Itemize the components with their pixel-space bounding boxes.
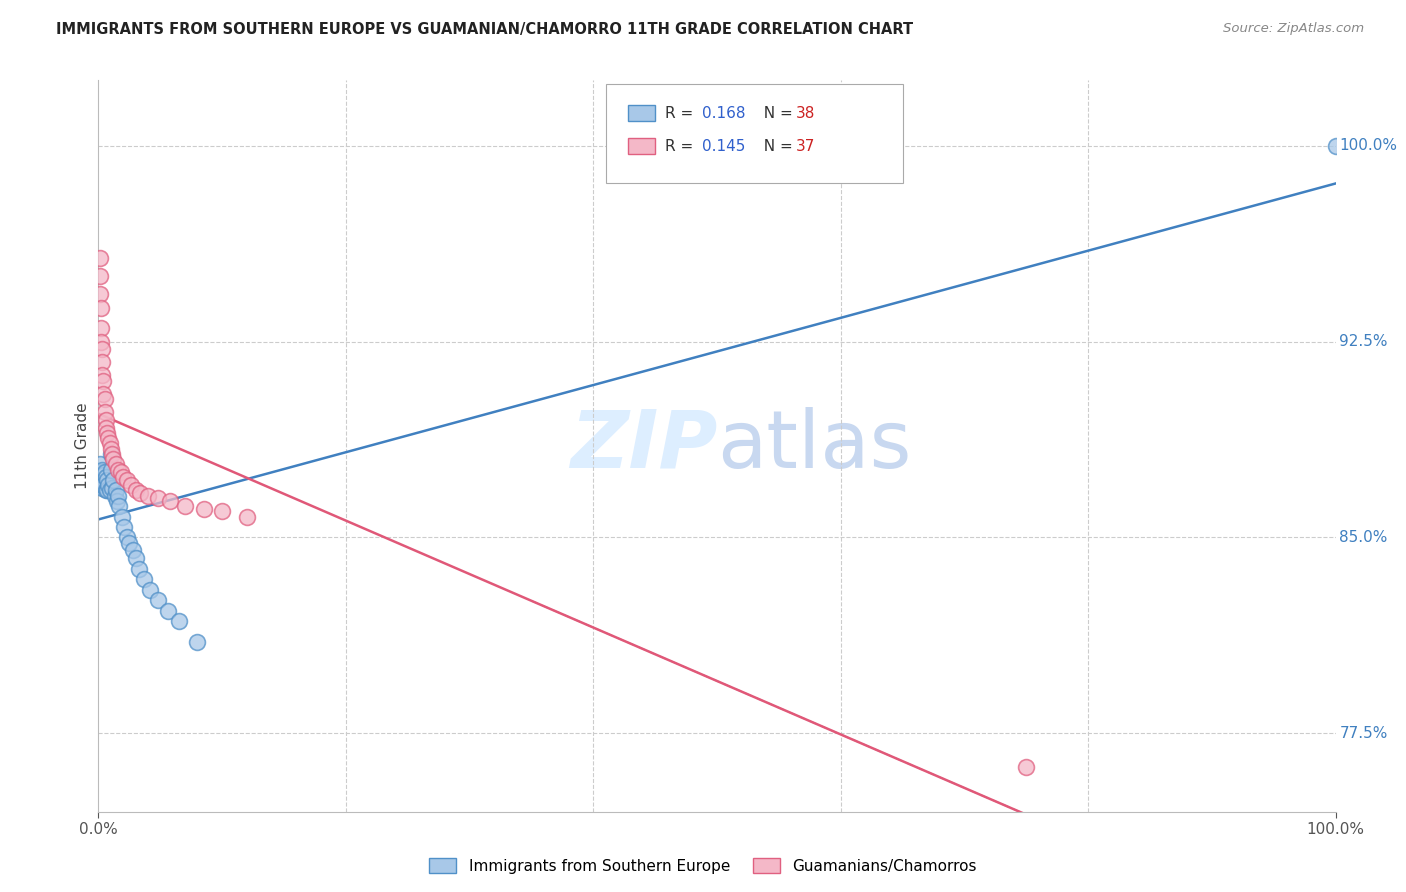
Point	[122, 543, 145, 558]
Text: 92.5%: 92.5%	[1340, 334, 1388, 349]
Point	[94, 421, 117, 435]
Point	[103, 473, 125, 487]
Point	[110, 465, 132, 479]
Point	[89, 287, 111, 301]
Point	[90, 473, 112, 487]
Point	[89, 458, 111, 472]
Text: 0.168: 0.168	[702, 105, 745, 120]
Point	[112, 470, 135, 484]
Text: 100.0%: 100.0%	[1340, 138, 1398, 153]
Point	[103, 452, 125, 467]
Text: 85.0%: 85.0%	[1340, 530, 1388, 545]
Point	[111, 509, 134, 524]
Point	[134, 572, 156, 586]
Point	[96, 473, 118, 487]
Point	[186, 635, 208, 649]
Point	[104, 483, 127, 498]
Point	[93, 386, 115, 401]
Point	[97, 431, 120, 445]
Point	[93, 374, 115, 388]
Point	[93, 465, 115, 479]
Point	[91, 343, 114, 357]
Point	[136, 489, 159, 503]
Point	[139, 582, 162, 597]
Point	[156, 604, 179, 618]
Point	[96, 425, 118, 440]
Point	[120, 478, 142, 492]
FancyBboxPatch shape	[628, 138, 655, 154]
Point	[90, 301, 112, 315]
Point	[91, 355, 114, 369]
Point	[89, 269, 111, 284]
Text: 77.5%: 77.5%	[1340, 726, 1388, 741]
Point	[91, 462, 114, 476]
Point	[211, 504, 233, 518]
Point	[115, 530, 138, 544]
Text: Source: ZipAtlas.com: Source: ZipAtlas.com	[1223, 22, 1364, 36]
Point	[103, 489, 125, 503]
FancyBboxPatch shape	[606, 84, 903, 183]
Point	[93, 405, 115, 419]
Point	[124, 483, 146, 498]
Point	[91, 368, 114, 383]
Point	[98, 483, 121, 498]
Point	[159, 493, 181, 508]
Point	[112, 520, 135, 534]
Text: N =: N =	[754, 105, 797, 120]
Point	[107, 462, 129, 476]
Point	[236, 509, 259, 524]
FancyBboxPatch shape	[628, 105, 655, 121]
Point	[101, 447, 124, 461]
Point	[101, 481, 124, 495]
Point	[128, 562, 150, 576]
Point	[193, 501, 215, 516]
Point	[100, 447, 122, 461]
Point	[93, 392, 115, 406]
Point	[100, 442, 122, 456]
Point	[94, 483, 117, 498]
Point	[1015, 760, 1038, 774]
Point	[93, 478, 115, 492]
Point	[104, 458, 127, 472]
Point	[167, 614, 190, 628]
Point	[97, 478, 120, 492]
Point	[1324, 138, 1347, 153]
Point	[146, 593, 169, 607]
Point	[105, 493, 128, 508]
Point	[96, 483, 118, 498]
Point	[91, 481, 114, 495]
Legend: Immigrants from Southern Europe, Guamanians/Chamorros: Immigrants from Southern Europe, Guamani…	[423, 852, 983, 880]
Point	[94, 470, 117, 484]
Point	[146, 491, 169, 506]
Text: 38: 38	[796, 105, 815, 120]
Point	[100, 462, 122, 476]
Point	[124, 551, 146, 566]
Text: 37: 37	[796, 138, 815, 153]
Text: 0.145: 0.145	[702, 138, 745, 153]
Point	[107, 489, 129, 503]
Point	[108, 499, 131, 513]
Point	[89, 251, 111, 265]
Text: R =: R =	[665, 105, 699, 120]
Point	[93, 467, 115, 482]
Point	[174, 499, 197, 513]
Point	[90, 321, 112, 335]
Text: R =: R =	[665, 138, 699, 153]
Text: atlas: atlas	[717, 407, 911, 485]
Text: IMMIGRANTS FROM SOUTHERN EUROPE VS GUAMANIAN/CHAMORRO 11TH GRADE CORRELATION CHA: IMMIGRANTS FROM SOUTHERN EUROPE VS GUAMA…	[56, 22, 914, 37]
Point	[98, 436, 121, 450]
Point	[118, 535, 141, 549]
Point	[90, 465, 112, 479]
Y-axis label: 11th Grade: 11th Grade	[75, 402, 90, 490]
Point	[94, 413, 117, 427]
Text: ZIP: ZIP	[569, 407, 717, 485]
Text: N =: N =	[754, 138, 797, 153]
Point	[115, 473, 138, 487]
Point	[129, 486, 152, 500]
Point	[91, 473, 114, 487]
Point	[90, 334, 112, 349]
